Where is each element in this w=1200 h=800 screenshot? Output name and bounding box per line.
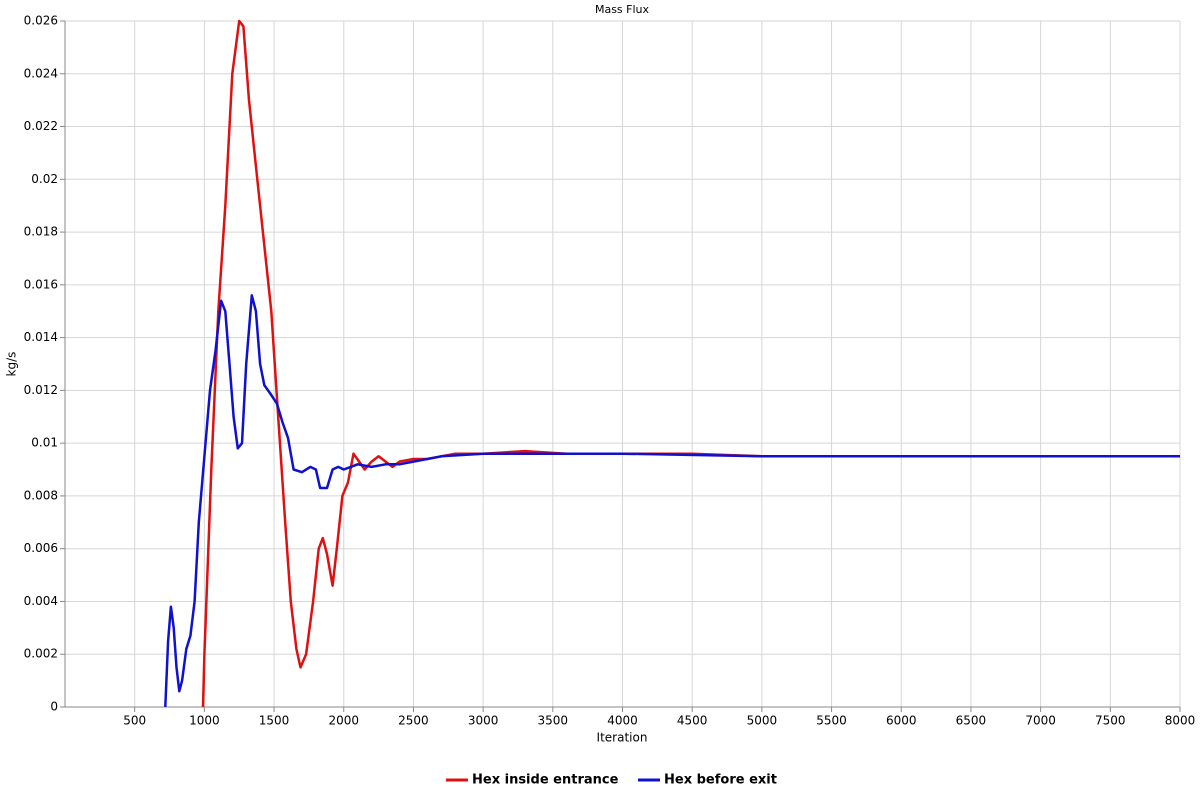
x-axis-label: Iteration xyxy=(597,731,648,745)
x-tick-label: 4000 xyxy=(607,714,638,728)
y-tick-label: 0.018 xyxy=(24,225,58,239)
x-tick-label: 4500 xyxy=(677,714,708,728)
x-tick-label: 7000 xyxy=(1025,714,1056,728)
line-series xyxy=(164,294,1180,708)
x-tick-label: 5500 xyxy=(816,714,847,728)
y-tick-label: 0.014 xyxy=(24,330,58,344)
legend-label: Hex before exit xyxy=(664,773,777,788)
x-tick-label: 1000 xyxy=(189,714,220,728)
x-tick-label: 3500 xyxy=(538,714,569,728)
y-tick-label: 0.024 xyxy=(24,66,58,80)
legend-label: Hex inside entrance xyxy=(472,773,619,788)
y-tick-label: 0.016 xyxy=(24,277,58,291)
y-tick-label: 0.006 xyxy=(24,541,58,555)
x-tick-label: 500 xyxy=(123,714,146,728)
y-axis-label: kg/s xyxy=(5,352,19,377)
x-tick-label: 5000 xyxy=(747,714,778,728)
y-tick-label: 0.022 xyxy=(24,119,58,133)
x-tick-label: 1500 xyxy=(259,714,290,728)
line-series xyxy=(201,19,1180,708)
x-tick-label: 2000 xyxy=(328,714,359,728)
y-tick-label: 0.012 xyxy=(24,383,58,397)
y-tick-label: 0.01 xyxy=(31,436,58,450)
x-tick-label: 6500 xyxy=(956,714,987,728)
x-tick-label: 2500 xyxy=(398,714,429,728)
x-tick-label: 8000 xyxy=(1165,714,1196,728)
chart-title: Mass Flux xyxy=(595,3,650,16)
y-tick-label: 0 xyxy=(50,700,58,714)
y-tick-label: 0.002 xyxy=(24,647,58,661)
y-tick-label: 0.02 xyxy=(31,172,58,186)
x-tick-label: 3000 xyxy=(468,714,499,728)
x-tick-label: 6000 xyxy=(886,714,917,728)
y-tick-label: 0.008 xyxy=(24,488,58,502)
x-tick-label: 7500 xyxy=(1095,714,1126,728)
y-tick-label: 0.026 xyxy=(24,14,58,28)
y-tick-label: 0.004 xyxy=(24,594,58,608)
